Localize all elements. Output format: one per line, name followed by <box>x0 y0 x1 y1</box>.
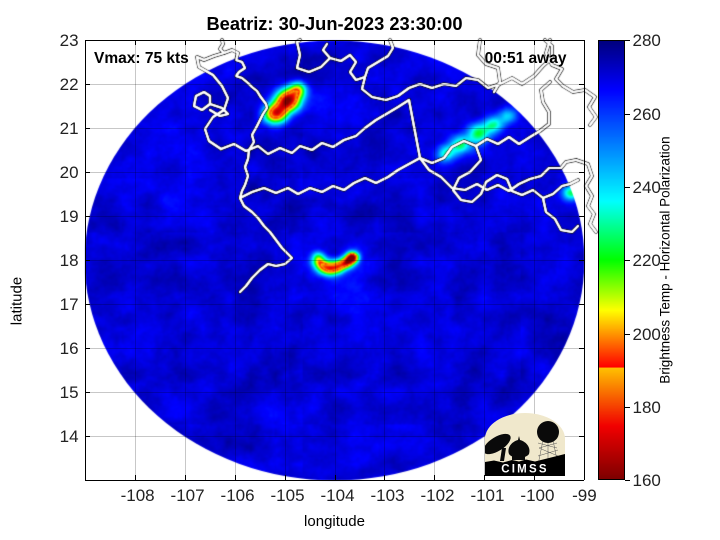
svg-text:CIMSS: CIMSS <box>501 464 548 476</box>
